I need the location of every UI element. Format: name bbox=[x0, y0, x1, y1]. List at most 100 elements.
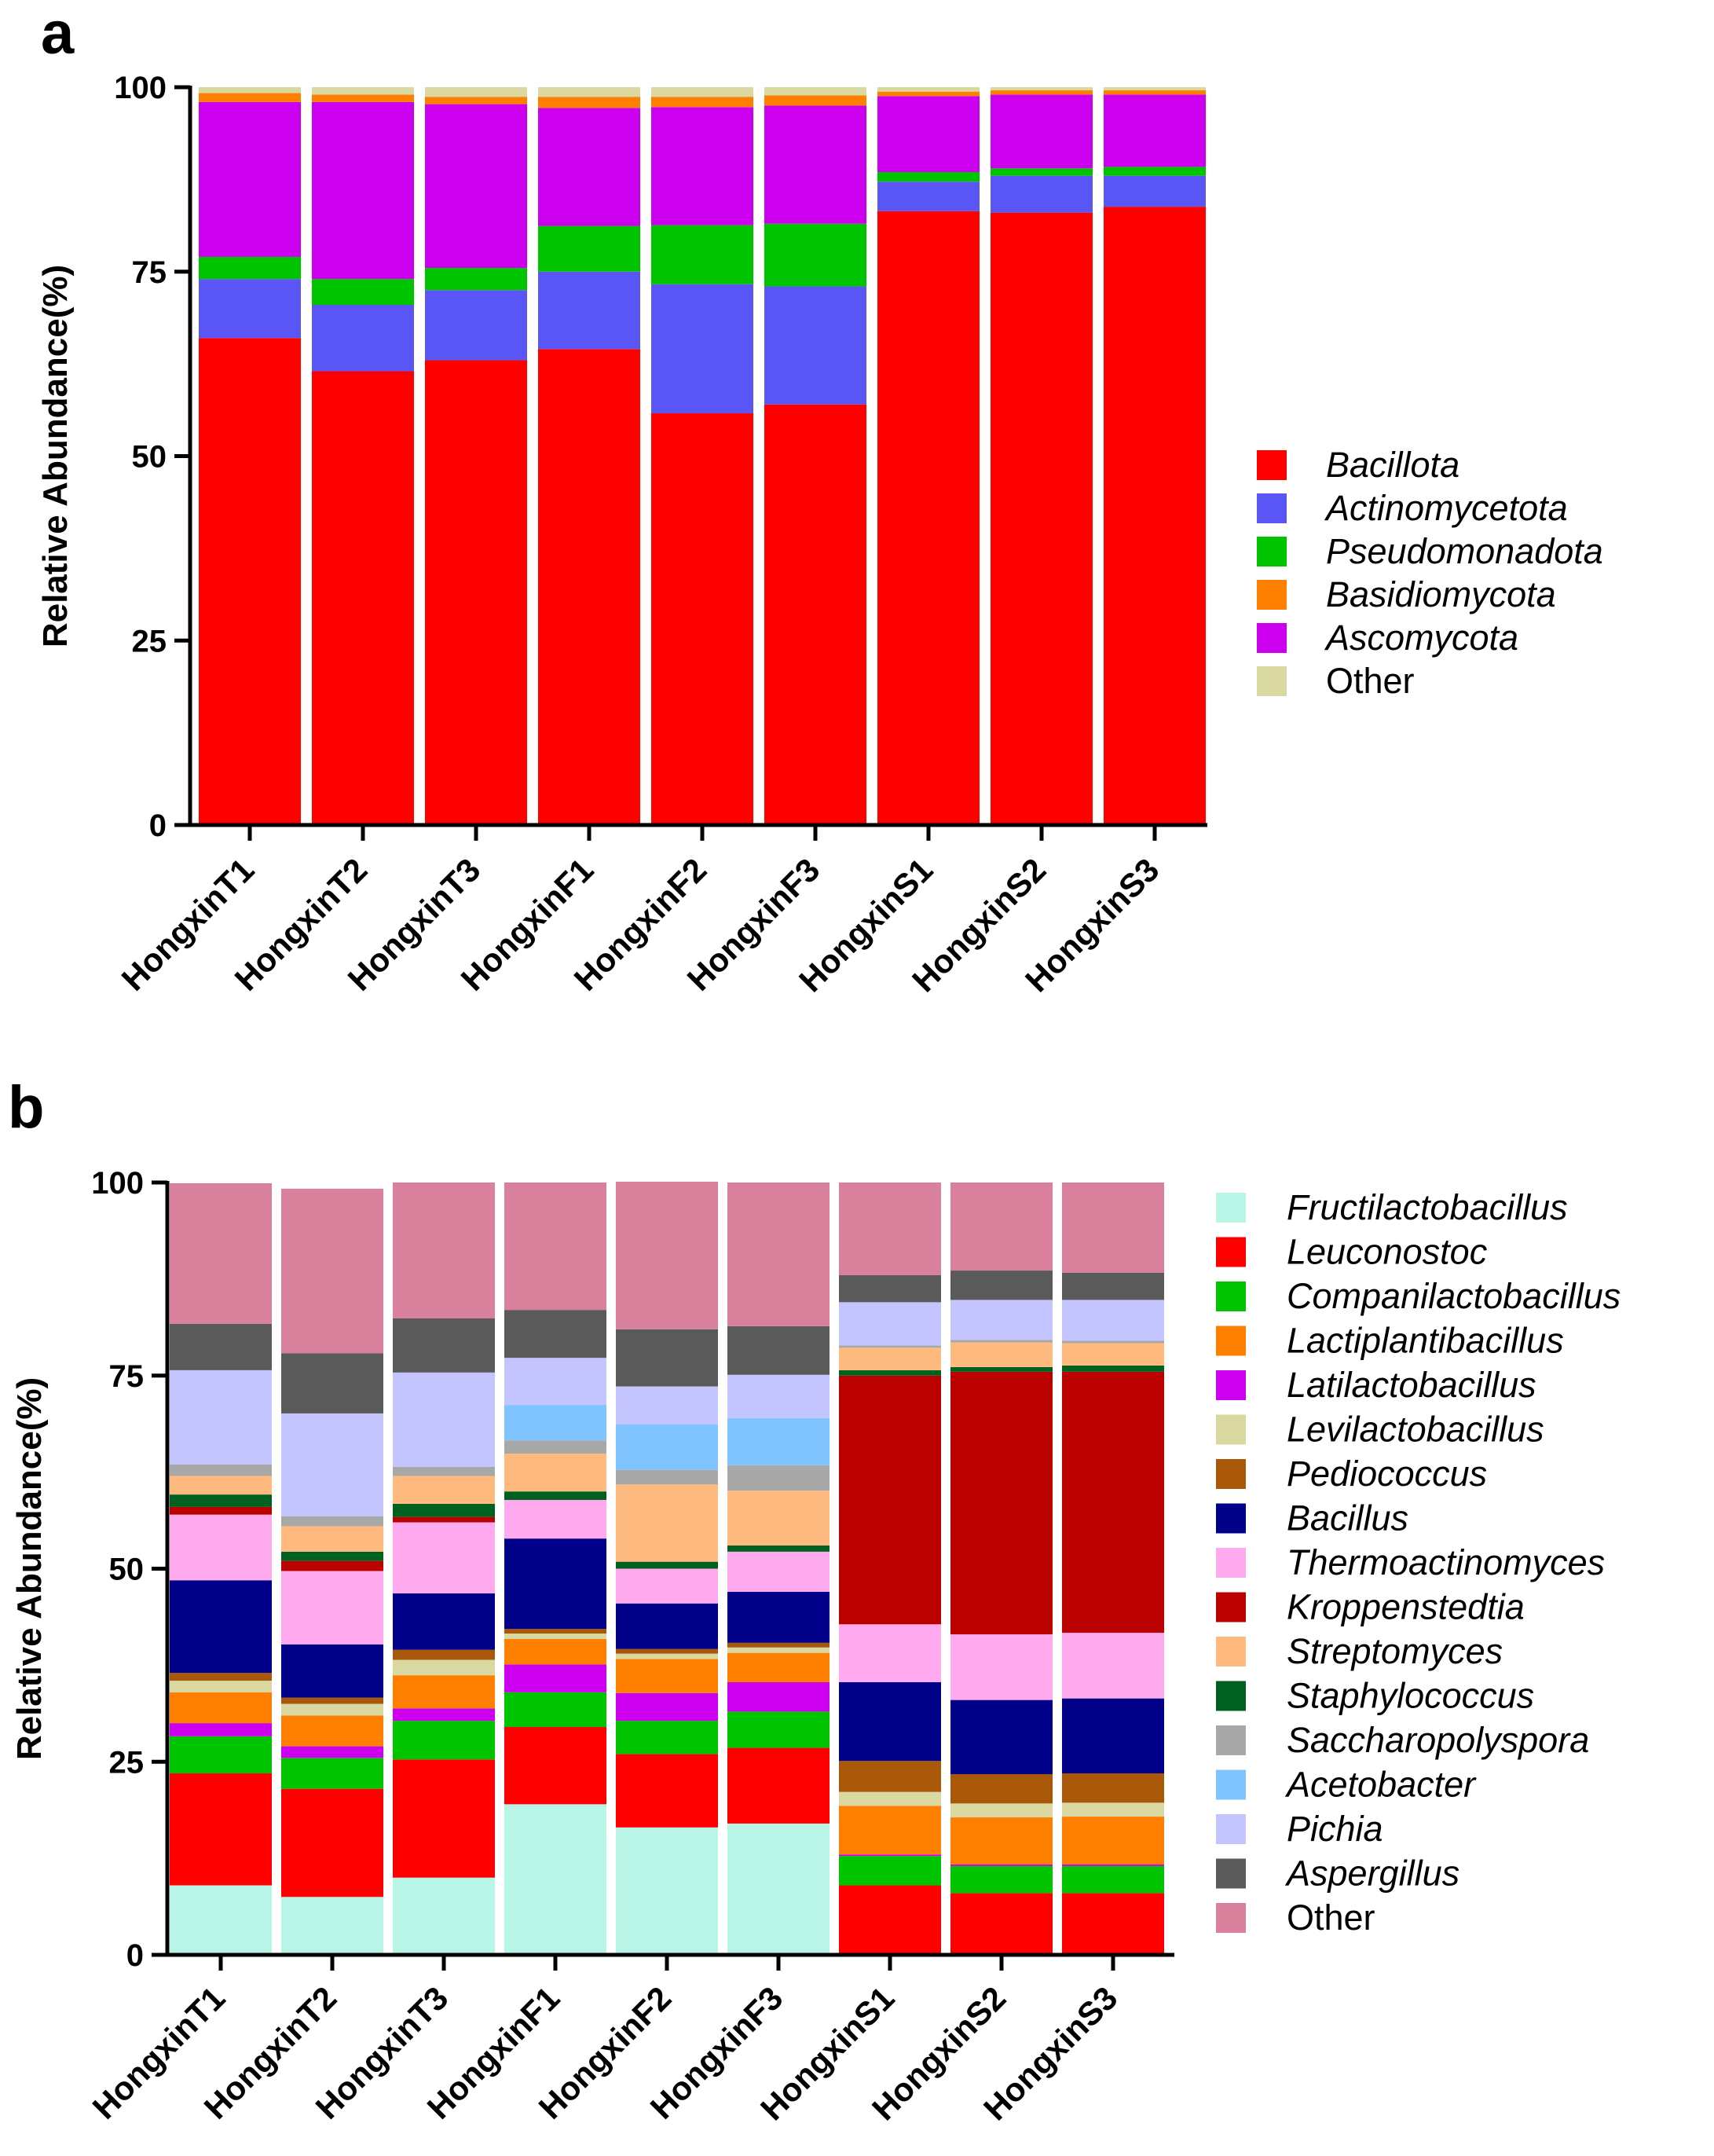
chart-b-bar-hongxint1-streptomyces bbox=[170, 1476, 272, 1495]
chart-a-legend-label-other: Other bbox=[1326, 661, 1415, 701]
chart-b-bar-hongxint3-levilactobacillus bbox=[393, 1659, 495, 1676]
chart-b-bar-hongxins3-staphylococcus bbox=[1062, 1365, 1164, 1372]
chart-a-bar-hongxint3-ascomycota bbox=[425, 104, 527, 269]
chart-b-bar-hongxint3-fructilactobacillus bbox=[393, 1877, 495, 1955]
chart-b-legend-swatch-lactiplantibacillus bbox=[1216, 1326, 1246, 1356]
chart-b-bar-hongxint3-kroppenstedtia bbox=[393, 1516, 495, 1523]
chart-a-legend-label-bacillota: Bacillota bbox=[1326, 445, 1459, 485]
chart-a-bar-hongxint2-ascomycota bbox=[312, 101, 414, 280]
chart-a-bar-hongxint2-pseudomonadota bbox=[312, 279, 414, 306]
chart-b-y-tick-label: 25 bbox=[109, 1745, 145, 1780]
chart-a-bar-hongxint1-other bbox=[199, 87, 301, 94]
chart-a-legend-label-ascomycota: Ascomycota bbox=[1324, 618, 1518, 658]
chart-b-bar-hongxinf3-aspergillus bbox=[727, 1326, 830, 1375]
chart-b-bar-hongxint2-fructilactobacillus bbox=[281, 1897, 383, 1955]
chart-b-bar-hongxins1-other bbox=[839, 1182, 941, 1275]
chart-b-bar-hongxint3-latilactobacillus bbox=[393, 1708, 495, 1722]
chart-a-bar-hongxint2-basidiomycota bbox=[312, 94, 414, 102]
chart-b-bar-hongxinf1-streptomyces bbox=[504, 1454, 606, 1492]
chart-b-bar-hongxins1-levilactobacillus bbox=[839, 1791, 941, 1806]
chart-a-bar-hongxint1-pseudomonadota bbox=[199, 256, 301, 280]
chart-b-bar-hongxint2-levilactobacillus bbox=[281, 1703, 383, 1716]
chart-b-bar-hongxinf3-acetobacter bbox=[727, 1417, 830, 1465]
chart-b-bar-hongxinf2-thermoactinomyces bbox=[616, 1568, 718, 1604]
chart-a-bar-hongxinf1-bacillota bbox=[538, 349, 640, 826]
chart-b-bar-hongxins2-staphylococcus bbox=[950, 1366, 1053, 1372]
chart-a-bar-hongxint3-basidiomycota bbox=[425, 97, 527, 104]
chart-b-bar-hongxins1-leuconostoc bbox=[839, 1885, 941, 1955]
chart-b-bar-hongxint2-other bbox=[281, 1188, 383, 1354]
chart-a-bar-hongxint3-pseudomonadota bbox=[425, 268, 527, 291]
chart-a-legend-label-actinomycetota: Actinomycetota bbox=[1324, 488, 1568, 528]
chart-a-bar-hongxins2-pseudomonadota bbox=[991, 168, 1093, 176]
chart-b-bar-hongxint1-pichia bbox=[170, 1370, 272, 1465]
chart-b-legend-swatch-thermoactinomyces bbox=[1216, 1548, 1246, 1578]
chart-a-bar-hongxint2-actinomycetota bbox=[312, 305, 414, 372]
chart-b-bar-hongxint1-thermoactinomyces bbox=[170, 1514, 272, 1581]
chart-b-bar-hongxinf2-levilactobacillus bbox=[616, 1653, 718, 1659]
chart-a-bar-hongxint2-bacillota bbox=[312, 371, 414, 825]
chart-b-bar-hongxins2-companilactobacillus bbox=[950, 1865, 1053, 1894]
chart-b-legend-label-levilactobacillus: Levilactobacillus bbox=[1287, 1410, 1544, 1450]
chart-b-legend-label-bacillus: Bacillus bbox=[1287, 1498, 1408, 1538]
chart-b-legend-swatch-saccharopolyspora bbox=[1216, 1725, 1246, 1755]
chart-b-bar-hongxins3-levilactobacillus bbox=[1062, 1802, 1164, 1817]
chart-b-bar-hongxint1-companilactobacillus bbox=[170, 1736, 272, 1773]
chart-b-bar-hongxinf1-bacillus bbox=[504, 1538, 606, 1630]
chart-b-legend-swatch-staphylococcus bbox=[1216, 1681, 1246, 1711]
chart-a-bar-hongxint3-other bbox=[425, 87, 527, 97]
chart-b-bar-hongxint3-streptomyces bbox=[393, 1476, 495, 1504]
chart-b-legend-swatch-levilactobacillus bbox=[1216, 1414, 1246, 1445]
chart-b-bar-hongxinf1-companilactobacillus bbox=[504, 1692, 606, 1728]
chart-b-legend-label-fructilactobacillus: Fructilactobacillus bbox=[1287, 1187, 1568, 1227]
chart-b-legend-label-saccharopolyspora: Saccharopolyspora bbox=[1287, 1720, 1589, 1760]
chart-b-bar-hongxinf2-acetobacter bbox=[616, 1424, 718, 1470]
chart-a-bar-hongxint1-ascomycota bbox=[199, 101, 301, 257]
chart-b-bar-hongxint3-leuconostoc bbox=[393, 1759, 495, 1878]
chart-b-y-tick-label: 50 bbox=[109, 1553, 145, 1587]
chart-b-bar-hongxins2-streptomyces bbox=[950, 1342, 1053, 1367]
chart-b-bar-hongxinf3-saccharopolyspora bbox=[727, 1465, 830, 1491]
chart-a-bar-hongxint1-bacillota bbox=[199, 338, 301, 825]
chart-b-bar-hongxins3-streptomyces bbox=[1062, 1343, 1164, 1366]
chart-b-bar-hongxinf1-saccharopolyspora bbox=[504, 1440, 606, 1454]
chart-b-bar-hongxint1-bacillus bbox=[170, 1580, 272, 1674]
chart-b-bar-hongxins3-pediococcus bbox=[1062, 1773, 1164, 1803]
chart-b-bar-hongxint3-lactiplantibacillus bbox=[393, 1675, 495, 1709]
chart-b-legend-label-staphylococcus: Staphylococcus bbox=[1287, 1676, 1534, 1716]
chart-b-bar-hongxins3-saccharopolyspora bbox=[1062, 1340, 1164, 1344]
chart-a-legend-label-basidiomycota: Basidiomycota bbox=[1326, 574, 1556, 614]
chart-b-bar-hongxint1-lactiplantibacillus bbox=[170, 1692, 272, 1724]
chart-a-bar-hongxins1-bacillota bbox=[877, 211, 980, 825]
chart-b-bar-hongxins1-staphylococcus bbox=[839, 1370, 941, 1376]
chart-b-legend-label-streptomyces: Streptomyces bbox=[1287, 1631, 1503, 1671]
chart-a-legend-swatch-ascomycota bbox=[1257, 623, 1287, 653]
chart-a-legend-swatch-basidiomycota bbox=[1257, 580, 1287, 610]
chart-b-bar-hongxint2-kroppenstedtia bbox=[281, 1560, 383, 1571]
chart-b-bar-hongxinf1-other bbox=[504, 1182, 606, 1311]
chart-b-bar-hongxins2-leuconostoc bbox=[950, 1893, 1053, 1955]
chart-a-bar-hongxinf1-other bbox=[538, 87, 640, 97]
chart-b-bar-hongxint2-leuconostoc bbox=[281, 1788, 383, 1898]
chart-b-bar-hongxinf2-bacillus bbox=[616, 1603, 718, 1649]
chart-b-bar-hongxins1-kroppenstedtia bbox=[839, 1375, 941, 1625]
chart-b-legend-swatch-pichia bbox=[1216, 1814, 1246, 1844]
chart-b-bar-hongxint1-leuconostoc bbox=[170, 1773, 272, 1886]
chart-b-bar-hongxins3-lactiplantibacillus bbox=[1062, 1817, 1164, 1864]
chart-b-bar-hongxint3-pediococcus bbox=[393, 1649, 495, 1660]
chart-b-legend-label-companilactobacillus: Companilactobacillus bbox=[1287, 1276, 1621, 1316]
chart-a-y-axis-label: Relative Abundance(%) bbox=[36, 265, 75, 647]
chart-a-bar-hongxins2-bacillota bbox=[991, 212, 1093, 825]
chart-b-bar-hongxint2-lactiplantibacillus bbox=[281, 1715, 383, 1747]
chart-b-bar-hongxinf1-levilactobacillus bbox=[504, 1634, 606, 1639]
chart-b-bar-hongxinf1-leuconostoc bbox=[504, 1727, 606, 1805]
chart-b-bar-hongxinf3-other bbox=[727, 1182, 830, 1326]
chart-a-bar-hongxint1-actinomycetota bbox=[199, 279, 301, 339]
chart-b-bar-hongxins3-thermoactinomyces bbox=[1062, 1633, 1164, 1699]
chart-a-legend-label-pseudomonadota: Pseudomonadota bbox=[1326, 531, 1603, 571]
chart-a-bar-hongxins1-basidiomycota bbox=[877, 91, 980, 97]
chart-b-legend-label-aspergillus: Aspergillus bbox=[1284, 1854, 1459, 1894]
chart-b-legend-label-pediococcus: Pediococcus bbox=[1287, 1454, 1487, 1494]
chart-b-bar-hongxinf1-latilactobacillus bbox=[504, 1664, 606, 1692]
chart-b-legend-swatch-acetobacter bbox=[1216, 1769, 1246, 1800]
